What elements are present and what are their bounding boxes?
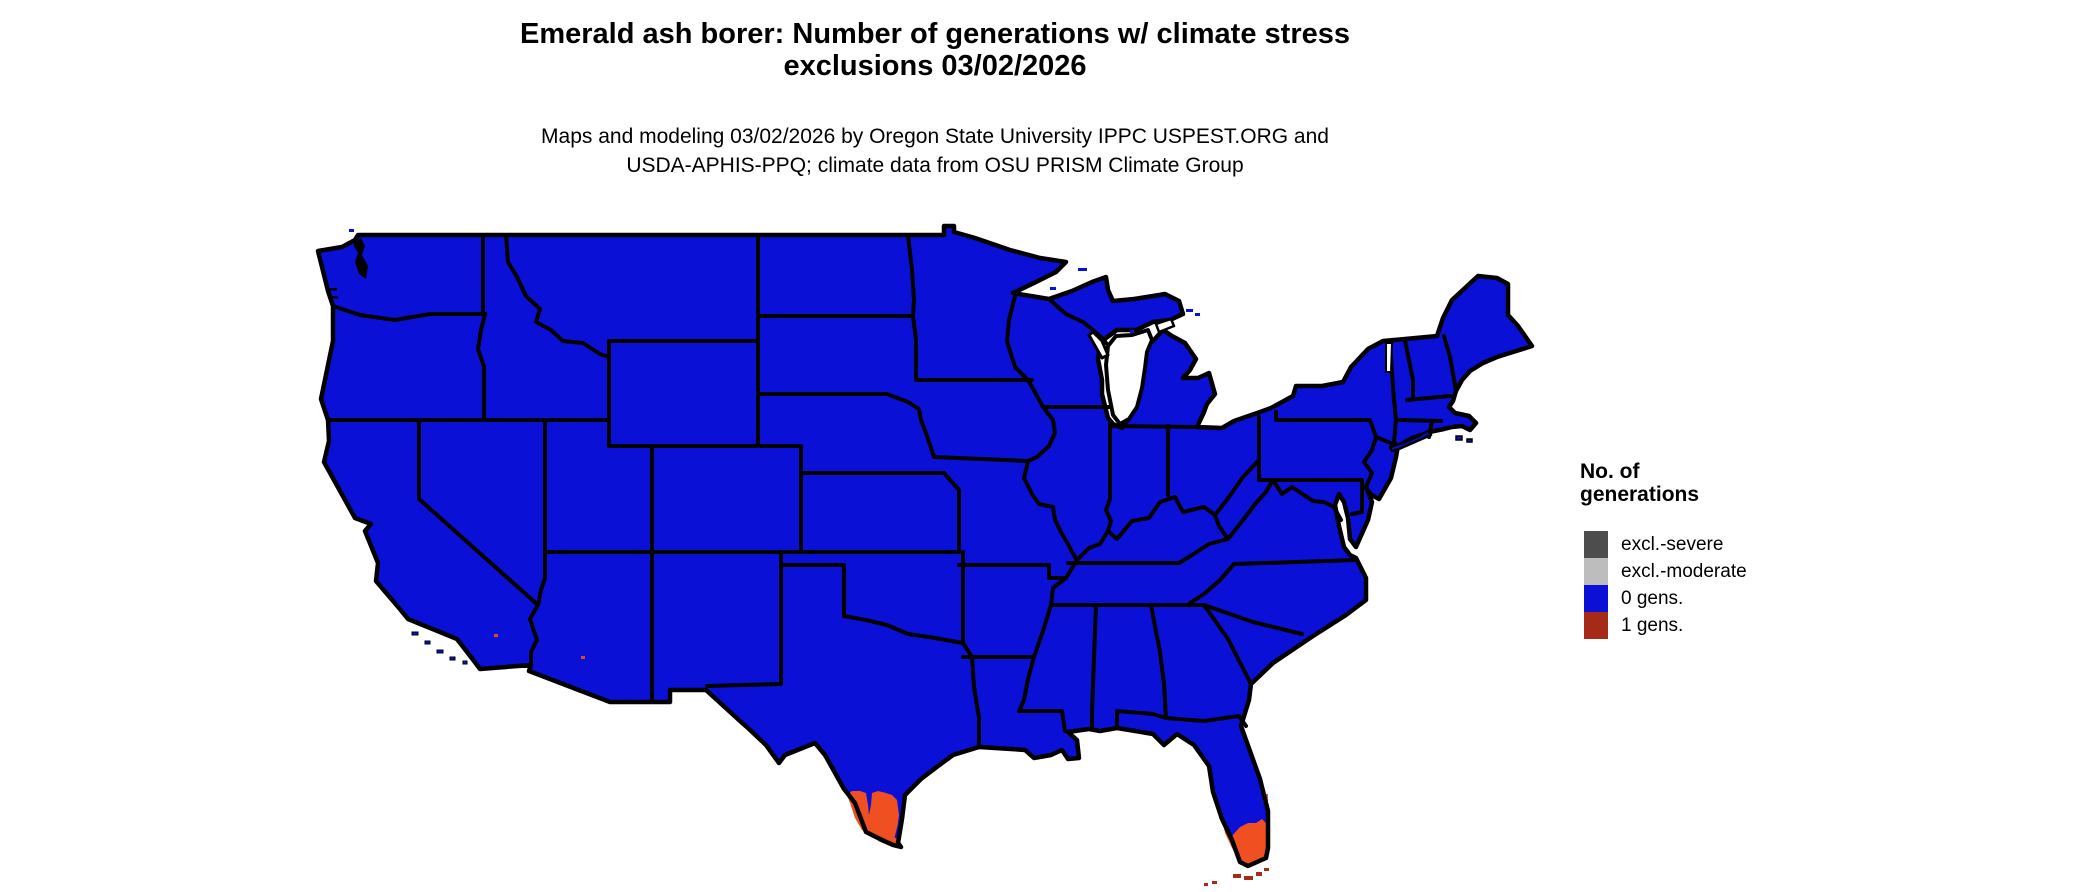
legend-row-1-gens: 1 gens. bbox=[1584, 612, 1884, 639]
legend-label-excl-moderate: excl.-moderate bbox=[1621, 561, 1747, 582]
marthas-vineyard bbox=[1455, 435, 1463, 441]
grays-harbor bbox=[328, 288, 337, 291]
legend-swatch-excl-severe bbox=[1584, 531, 1608, 558]
yuma-speck bbox=[581, 656, 585, 659]
lake-michigan-island bbox=[1136, 320, 1142, 324]
legend-row-0-gens: 0 gens. bbox=[1584, 585, 1884, 612]
legend-swatch-1-gens bbox=[1584, 612, 1608, 639]
south-florida-orange-zone bbox=[1222, 819, 1269, 866]
conus-fill bbox=[318, 226, 1532, 866]
subtitle-line-2: USDA-APHIS-PPQ; climate data from OSU PR… bbox=[626, 154, 1244, 177]
legend-title-line-2: generations bbox=[1580, 483, 1700, 506]
legend-title-line-1: No. of bbox=[1580, 460, 1640, 483]
willapa-bay bbox=[331, 296, 338, 299]
map-title: Emerald ash borer: Number of generations… bbox=[0, 18, 1870, 82]
legend: No. of generations excl.-severe excl.-mo… bbox=[1580, 460, 1747, 639]
imperial-valley-speck bbox=[494, 634, 498, 637]
channel-islands bbox=[411, 631, 468, 665]
legend-label-1-gens: 1 gens. bbox=[1621, 615, 1684, 636]
legend-label-0-gens: 0 gens. bbox=[1621, 588, 1684, 609]
subtitle-line-1: Maps and modeling 03/02/2026 by Oregon S… bbox=[541, 125, 1329, 148]
title-line-1: Emerald ash borer: Number of generations… bbox=[520, 18, 1350, 50]
legend-label-excl-severe: excl.-severe bbox=[1621, 534, 1724, 555]
legend-swatch-0-gens bbox=[1584, 585, 1608, 612]
nantucket bbox=[1466, 438, 1473, 443]
florida-keys bbox=[1204, 868, 1269, 886]
drummond-island bbox=[1186, 309, 1193, 312]
state-borders bbox=[326, 233, 1458, 749]
south-texas-orange-zone bbox=[847, 791, 901, 847]
mackinac-strait bbox=[1154, 317, 1176, 334]
legend-swatch-excl-moderate bbox=[1584, 558, 1608, 585]
title-line-2: exclusions 03/02/2026 bbox=[783, 50, 1087, 82]
map-subtitle: Maps and modeling 03/02/2026 by Oregon S… bbox=[0, 122, 1870, 180]
lake-michigan-island bbox=[1130, 330, 1134, 333]
isle-royale bbox=[1078, 268, 1087, 271]
huron-island bbox=[1195, 313, 1200, 316]
lake-champlain bbox=[1385, 342, 1394, 373]
puget-sound bbox=[354, 238, 368, 279]
green-bay bbox=[1087, 330, 1110, 360]
apostle-islands bbox=[1050, 287, 1056, 290]
legend-row-excl-moderate: excl.-moderate bbox=[1584, 558, 1884, 585]
legend-items: excl.-severe excl.-moderate 0 gens. 1 ge… bbox=[1584, 531, 1884, 639]
lake-michigan bbox=[1104, 328, 1154, 426]
legend-row-excl-severe: excl.-severe bbox=[1584, 531, 1884, 558]
long-island bbox=[1388, 429, 1433, 453]
san-juan-island bbox=[349, 229, 354, 232]
